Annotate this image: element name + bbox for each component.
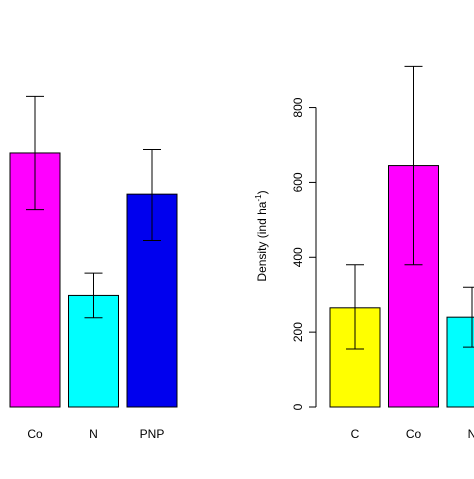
- y-tick-label: 600: [291, 172, 305, 192]
- x-tick-label: N: [468, 427, 474, 441]
- y-tick-label: 800: [291, 97, 305, 117]
- y-axis-label-close: ): [255, 190, 269, 194]
- y-tick-label: 0: [291, 403, 305, 410]
- x-tick-label: Co: [27, 427, 43, 441]
- bar-n: [446, 316, 474, 408]
- x-tick-label: Co: [406, 427, 422, 441]
- y-axis-label-sup: -1: [254, 194, 263, 202]
- x-tick-label: N: [89, 427, 98, 441]
- x-tick-label: PNP: [140, 427, 165, 441]
- right-panel: Density (ind ha-1) C Co N 0 200 400 600 800: [254, 65, 474, 441]
- x-tick-label: C: [351, 427, 360, 441]
- y-axis-label-text: Density (ind ha: [255, 201, 269, 281]
- left-panel: Co N PNP: [9, 95, 178, 441]
- y-tick-label: 400: [291, 247, 305, 267]
- y-tick-label: 200: [291, 322, 305, 342]
- y-axis-label: Density (ind ha-1): [254, 190, 269, 281]
